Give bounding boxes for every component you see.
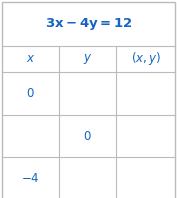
Text: $x$: $x$ xyxy=(26,52,35,65)
Text: $(x, y)$: $(x, y)$ xyxy=(131,50,161,67)
Text: $\mathbf{3x-4y=12}$: $\mathbf{3x-4y=12}$ xyxy=(45,16,132,32)
Text: $y$: $y$ xyxy=(83,52,92,66)
Text: $-4$: $-4$ xyxy=(21,172,40,185)
Text: $0$: $0$ xyxy=(26,87,35,100)
Text: $0$: $0$ xyxy=(83,130,92,143)
